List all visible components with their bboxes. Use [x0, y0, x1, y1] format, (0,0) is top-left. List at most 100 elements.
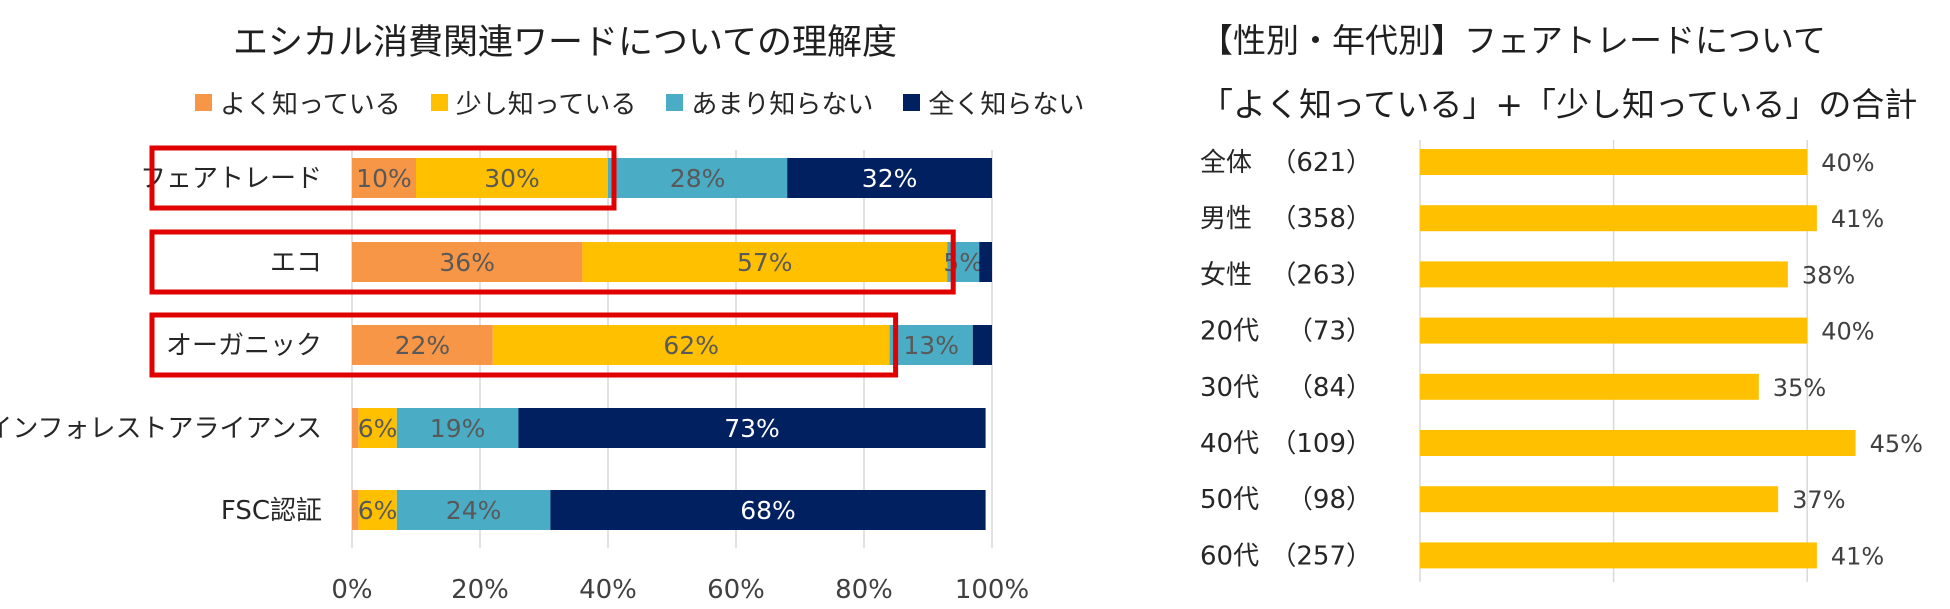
bar-segment	[352, 325, 493, 365]
legend-swatch-somewhat-aware	[430, 94, 448, 111]
legend-item-barely-aware: あまり知らない	[666, 84, 873, 121]
segment-chart-title-line1: 【性別・年代別】フェアトレードについて	[1200, 21, 1827, 60]
segment-label: 30代	[1200, 373, 1259, 403]
bar	[1420, 205, 1817, 232]
segment-label: 40代	[1200, 429, 1259, 459]
segment-count: （84）	[1287, 373, 1372, 403]
data-label: 40%	[1821, 149, 1874, 177]
bar-segment	[889, 325, 973, 365]
data-label: 41%	[1831, 205, 1884, 233]
bar-segment	[416, 158, 608, 198]
bar-segment	[358, 408, 397, 448]
highlight-box	[149, 312, 899, 378]
category-label: レインフォレストアライアンス	[0, 414, 322, 444]
data-label: 24%	[446, 496, 502, 525]
bar-segment	[518, 408, 986, 448]
bar	[1420, 373, 1759, 400]
segment-label: 全体	[1200, 148, 1252, 178]
awareness-stacked-bar-chart: 0% 20% 40% 60% 80% 100% フェアトレード 10% 30% 28% 32% エコ 3…	[0, 145, 1029, 605]
legend-label-not-aware: 全く知らない	[928, 90, 1085, 120]
segment-label: 50代	[1200, 485, 1259, 515]
data-label: 19%	[430, 414, 486, 443]
data-label: 35%	[1773, 374, 1826, 402]
category-label: オーガニック	[166, 331, 322, 361]
bar-segment	[396, 490, 551, 530]
bar-segment	[787, 158, 992, 198]
legend-swatch-very-aware	[195, 94, 212, 111]
bar-segment	[582, 242, 948, 282]
bar-segment	[358, 490, 397, 530]
segment-count: （263）	[1270, 260, 1372, 290]
bar-segment	[979, 242, 992, 282]
awareness-chart-legend: よく知っている 少し知っている あまり知らない 全く知らない	[195, 84, 1084, 121]
segment-label: 女性	[1200, 260, 1252, 290]
legend-label-barely-aware: あまり知らない	[691, 90, 874, 120]
data-label: 41%	[1831, 542, 1884, 570]
x-tick-label: 40%	[579, 575, 637, 605]
x-tick-label: 0%	[331, 575, 372, 605]
bar-segment	[608, 158, 788, 198]
segment-count: （73）	[1287, 317, 1372, 347]
data-label: 6%	[358, 414, 398, 443]
bar-segment	[972, 325, 992, 365]
category-label: エコ	[270, 248, 322, 278]
x-tick-label: 100%	[955, 575, 1029, 605]
awareness-chart-panel: エシカル消費関連ワードについての理解度 よく知っている 少し知っている あまり知…	[0, 23, 1084, 605]
bar-segment	[352, 242, 583, 282]
bar	[1420, 317, 1808, 344]
legend-item-very-aware: よく知っている	[195, 84, 401, 121]
category-label: FSC認証	[221, 496, 322, 526]
legend-item-not-aware: 全く知らない	[903, 84, 1084, 121]
data-label: 37%	[1792, 486, 1845, 514]
legend-swatch-barely-aware	[666, 94, 684, 111]
data-label: 13%	[903, 331, 959, 360]
data-label: 38%	[1802, 261, 1855, 289]
legend-label-somewhat-aware: 少し知っている	[455, 90, 637, 120]
segment-count: （358）	[1270, 204, 1372, 234]
segment-count: （257）	[1270, 541, 1372, 571]
legend-item-somewhat-aware: 少し知っている	[430, 84, 637, 121]
data-label: 57%	[737, 248, 793, 277]
bar-segment	[352, 490, 359, 530]
data-label: 36%	[439, 248, 495, 277]
segment-label: 20代	[1200, 317, 1259, 347]
x-tick-label: 20%	[451, 575, 509, 605]
segment-chart-title-line2: 「よく知っている」+「少し知っている」の合計	[1200, 85, 1918, 124]
bar	[1420, 486, 1779, 513]
bar-segment	[492, 325, 890, 365]
data-label: 32%	[862, 164, 918, 193]
bar-segment	[352, 408, 359, 448]
bar-segment	[396, 408, 519, 448]
data-label: 68%	[740, 496, 796, 525]
category-label: フェアトレード	[140, 164, 322, 194]
segment-bar-chart: 全体 （621） 40% 男性 （358） 41% 女性 （263） 38% 20代 （73） 40%…	[1200, 140, 1923, 582]
data-label: 30%	[484, 164, 540, 193]
x-tick-label: 80%	[835, 575, 893, 605]
data-label: 5%	[943, 248, 983, 277]
legend-label-very-aware: よく知っている	[220, 90, 401, 120]
segment-label: 60代	[1200, 541, 1259, 571]
x-tick-label: 60%	[707, 575, 765, 605]
segment-count: （98）	[1287, 485, 1372, 515]
data-label: 45%	[1870, 430, 1923, 458]
data-label: 40%	[1821, 318, 1874, 346]
segment-label: 男性	[1200, 204, 1252, 234]
data-label: 6%	[358, 496, 398, 525]
data-label: 28%	[670, 164, 726, 193]
segment-count: （621）	[1270, 148, 1372, 178]
segment-chart-panel: 【性別・年代別】フェアトレードについて 「よく知っている」+「少し知っている」の…	[1160, 0, 1950, 609]
bar-segment	[352, 158, 416, 198]
data-label: 22%	[395, 331, 451, 360]
bar	[1420, 430, 1856, 456]
segment-count: （109）	[1270, 429, 1372, 459]
data-label: 73%	[724, 414, 780, 443]
data-label: 10%	[356, 164, 412, 193]
awareness-chart-title: エシカル消費関連ワードについての理解度	[233, 23, 897, 63]
data-label: 62%	[663, 331, 719, 360]
highlight-box	[149, 145, 617, 211]
bar	[1420, 149, 1808, 175]
highlight-box	[149, 229, 956, 295]
bar-segment	[550, 490, 986, 530]
legend-swatch-not-aware	[903, 94, 921, 111]
bar	[1420, 542, 1817, 569]
